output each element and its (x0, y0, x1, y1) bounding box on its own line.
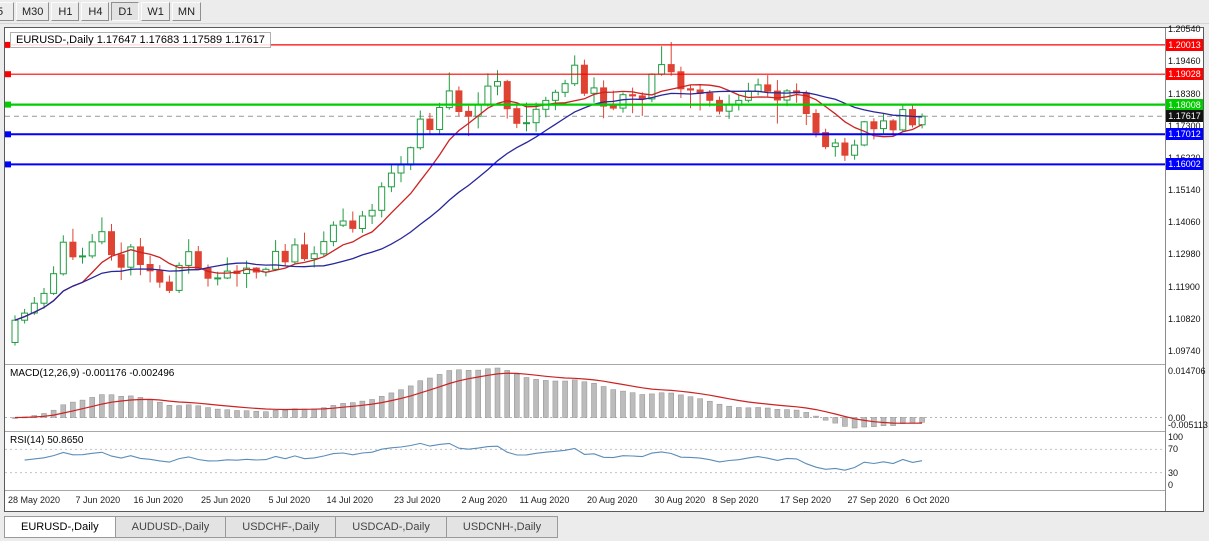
price-tick: 1.18380 (1168, 88, 1201, 99)
level-price-badge: 1.17012 (1166, 128, 1203, 141)
price-tick: 1.19460 (1168, 56, 1201, 67)
chart-tabs-bar: EURUSD-,Daily AUDUSD-,Daily USDCHF-,Daily U… (4, 516, 1205, 538)
date-label: 17 Sep 2020 (780, 495, 832, 505)
date-label: 2 Aug 2020 (461, 495, 508, 505)
current-price-badge: 1.17617 (1166, 110, 1203, 123)
rsi-axis-level: 100 (1168, 432, 1184, 442)
price-axis[interactable]: 1.20540 1.19460 1.18380 1.17300 1.16220 1.151… (1165, 24, 1208, 511)
pane-separator[interactable] (5, 431, 1203, 432)
pane-separator[interactable] (5, 364, 1203, 365)
price-tick: 1.11900 (1168, 281, 1200, 292)
date-label: 23 Jul 2020 (394, 495, 441, 505)
level-price-badge: 1.16002 (1166, 158, 1203, 171)
tab-usdcnh[interactable]: USDCNH-,Daily (446, 516, 559, 538)
macd-name: MACD(12,26,9) (10, 368, 80, 379)
level-price-badge: 1.20013 (1166, 38, 1203, 51)
price-tick: 1.12980 (1168, 249, 1201, 260)
timeframe-button-5[interactable]: 5 (0, 2, 14, 21)
tab-usdchf[interactable]: USDCHF-,Daily (226, 516, 337, 538)
timeframe-button-h1[interactable]: H1 (51, 2, 80, 21)
timeframe-toolbar: 5M30H1H4D1W1MN (0, 0, 1209, 24)
price-tick: 1.10820 (1168, 313, 1201, 324)
rsi-name: RSI(14) (10, 435, 45, 446)
rsi-pane[interactable] (5, 432, 1165, 490)
rsi-indicator-label: RSI(14) 50.8650 (10, 435, 83, 446)
price-tick: 1.09740 (1168, 345, 1201, 356)
tab-eurusd[interactable]: EURUSD-,Daily (4, 516, 116, 538)
price-tick: 1.17300 (1168, 120, 1201, 131)
date-label: 7 Jun 2020 (75, 495, 121, 505)
pane-separator (5, 490, 1203, 491)
macd-pane[interactable] (5, 365, 1165, 431)
price-tick: 1.14060 (1168, 217, 1201, 228)
date-label: 14 Jul 2020 (326, 495, 373, 505)
tab-audusd[interactable]: AUDUSD-,Daily (115, 516, 227, 538)
level-price-badge: 1.18008 (1166, 98, 1203, 111)
date-axis[interactable]: 28 May 2020 7 Jun 2020 16 Jun 2020 25 Jun 2… (5, 491, 1165, 511)
date-label: 30 Aug 2020 (654, 495, 706, 505)
tab-usdcad[interactable]: USDCAD-,Daily (336, 516, 447, 538)
timeframe-button-mn[interactable]: MN (171, 2, 202, 21)
price-tick: 1.20540 (1168, 24, 1201, 35)
date-label: 28 May 2020 (8, 495, 61, 505)
date-label: 8 Sep 2020 (712, 495, 759, 505)
date-label: 27 Sep 2020 (847, 495, 899, 505)
level-price-badge: 1.19028 (1166, 68, 1203, 81)
chart-ohlc-values: 1.17647 1.17683 1.17589 1.17617 (96, 34, 265, 46)
rsi-axis-level: 70 (1168, 444, 1179, 455)
timeframe-button-d1[interactable]: D1 (111, 2, 140, 21)
macd-axis-zero: 0.00 (1168, 412, 1186, 423)
timeframe-button-w1[interactable]: W1 (141, 2, 170, 21)
date-label: 20 Aug 2020 (587, 495, 638, 505)
date-label: 5 Jul 2020 (268, 495, 311, 505)
chart-title: EURUSD-,Daily 1.17647 1.17683 1.17589 1.… (10, 32, 271, 48)
macd-values: -0.001176 -0.002496 (82, 368, 175, 379)
rsi-axis-level: 0 (1168, 480, 1174, 490)
date-label: 25 Jun 2020 (201, 495, 251, 505)
date-label: 16 Jun 2020 (133, 495, 183, 505)
macd-axis-max: 0.014706 (1168, 366, 1206, 376)
rsi-axis-level: 30 (1168, 467, 1179, 478)
chart-window: 28 May 2020 7 Jun 2020 16 Jun 2020 25 Jun 2… (4, 24, 1208, 512)
date-label: 11 Aug 2020 (519, 495, 570, 505)
timeframe-button-h4[interactable]: H4 (81, 2, 110, 21)
plot-area: 28 May 2020 7 Jun 2020 16 Jun 2020 25 Jun 2… (5, 28, 1203, 511)
price-pane[interactable] (5, 28, 1165, 364)
timeframe-button-m30[interactable]: M30 (16, 2, 50, 21)
rsi-value: 50.8650 (47, 435, 84, 446)
date-label: 6 Oct 2020 (905, 495, 950, 505)
macd-indicator-label: MACD(12,26,9) -0.001176 -0.002496 (10, 368, 174, 379)
chart-symbol-label: EURUSD-,Daily (16, 34, 94, 46)
price-tick: 1.16220 (1168, 153, 1201, 163)
price-tick: 1.15140 (1168, 185, 1201, 196)
macd-axis-min: -0.005113 (1168, 420, 1208, 430)
